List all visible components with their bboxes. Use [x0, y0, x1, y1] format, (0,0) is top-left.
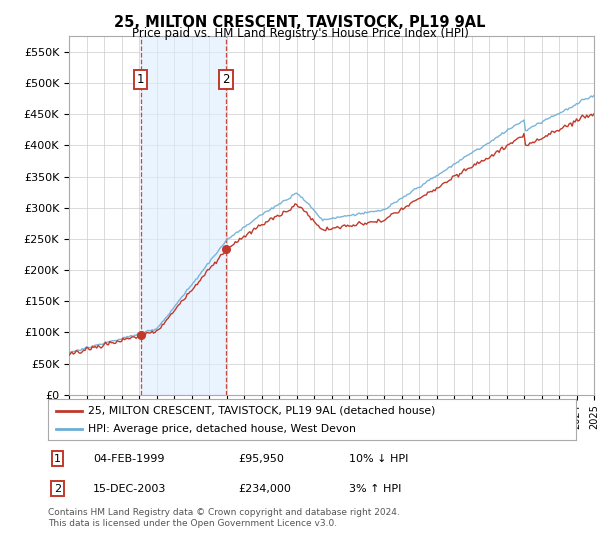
Text: Price paid vs. HM Land Registry's House Price Index (HPI): Price paid vs. HM Land Registry's House …	[131, 27, 469, 40]
Text: 1: 1	[137, 73, 145, 86]
Text: £234,000: £234,000	[238, 484, 291, 494]
Text: £95,950: £95,950	[238, 454, 284, 464]
Text: 2: 2	[54, 484, 61, 494]
Text: Contains HM Land Registry data © Crown copyright and database right 2024.
This d: Contains HM Land Registry data © Crown c…	[48, 508, 400, 528]
Text: 2: 2	[222, 73, 230, 86]
Text: 15-DEC-2003: 15-DEC-2003	[93, 484, 166, 494]
Text: 04-FEB-1999: 04-FEB-1999	[93, 454, 164, 464]
Text: 1: 1	[54, 454, 61, 464]
Bar	[140, 36, 226, 395]
Text: HPI: Average price, detached house, West Devon: HPI: Average price, detached house, West…	[88, 424, 355, 433]
Text: 3% ↑ HPI: 3% ↑ HPI	[349, 484, 401, 494]
Text: 10% ↓ HPI: 10% ↓ HPI	[349, 454, 409, 464]
Text: 25, MILTON CRESCENT, TAVISTOCK, PL19 9AL: 25, MILTON CRESCENT, TAVISTOCK, PL19 9AL	[114, 15, 486, 30]
Text: 25, MILTON CRESCENT, TAVISTOCK, PL19 9AL (detached house): 25, MILTON CRESCENT, TAVISTOCK, PL19 9AL…	[88, 405, 435, 416]
